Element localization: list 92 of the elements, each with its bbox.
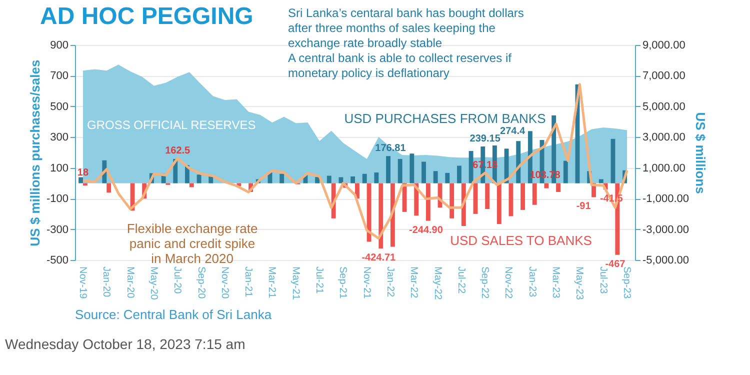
annotation: Flexible exchange rate panic and credit spike in March 2020	[126, 221, 258, 266]
x-tick-label: Mar-21	[266, 266, 278, 299]
bar	[485, 183, 490, 210]
y-tick-label: 500	[50, 100, 68, 113]
bar	[516, 141, 521, 184]
x-tick-label: Jul-22	[455, 266, 466, 294]
bar	[280, 174, 284, 184]
bar	[386, 156, 390, 184]
y2-tick-label: 5,000.00	[642, 100, 686, 113]
y2-tick-label: -5,000.00	[642, 254, 689, 266]
y-tick-label: 700	[50, 70, 68, 82]
series-label: USD PURCHASES FROM BANKS	[344, 111, 546, 126]
y2-tick-label: 7,000.00	[642, 70, 686, 82]
bar	[196, 174, 202, 184]
y-tick-label: 900	[50, 40, 68, 52]
y2-axis-title: US $ millions	[692, 112, 708, 194]
y-tick-label: 300	[50, 132, 68, 144]
data-label: -91	[576, 201, 592, 212]
bar	[457, 166, 462, 184]
bar	[450, 183, 454, 218]
bar	[422, 162, 426, 184]
x-tick-label: May-21	[290, 266, 301, 300]
x-tick-label: Mar-22	[408, 266, 420, 299]
x-tick-label: Jan-23	[526, 266, 538, 298]
data-label: -244.90	[409, 224, 444, 236]
x-tick-label: Sep-21	[337, 266, 348, 300]
bar	[544, 183, 549, 188]
x-tick-label: Jan-21	[242, 266, 254, 298]
bar	[468, 150, 474, 184]
data-label: 162.5	[165, 145, 191, 156]
y-tick-label: -100	[46, 193, 68, 206]
x-tick-label: Jan-20	[100, 266, 112, 298]
bar	[315, 177, 320, 184]
series-label: USD SALES TO BANKS	[450, 233, 592, 248]
x-tick-label: Nov-21	[360, 266, 372, 300]
x-tick-label: Mar-20	[124, 266, 136, 299]
bar	[410, 154, 414, 184]
bar	[398, 158, 402, 184]
bar	[598, 179, 604, 184]
bar	[374, 172, 379, 184]
series-label: GROSS OFFICIAL RESERVES	[87, 118, 256, 132]
source-note: Source: Central Bank of Sri Lanka	[75, 307, 272, 322]
y2-tick-label: -1,000.00	[642, 193, 689, 206]
bar	[338, 177, 344, 184]
x-tick-label: Jul-23	[597, 266, 608, 294]
chart-title: AD HOC PEGGING	[40, 3, 254, 30]
bar	[445, 172, 450, 184]
bar	[496, 183, 502, 224]
annotation: Sri Lanka’s centaral bank has bought dollars after three months of sales keeping the exchange rate broadly stable	[288, 6, 524, 50]
x-tick-label: Jul-20	[172, 266, 183, 294]
bar	[82, 183, 88, 186]
x-tick-label: Sep-20	[195, 266, 206, 300]
y-axis-title: US $ millions purchases/sales	[27, 60, 42, 246]
text: Wednesday October 18, 2023 7:15 am	[5, 336, 246, 352]
x-tick-label: Nov-20	[218, 266, 230, 300]
x-tick-label: Jul-21	[314, 266, 325, 294]
y-tick-label: 100	[50, 162, 68, 174]
data-label: 274.4	[500, 126, 526, 138]
bar	[473, 183, 478, 214]
y2-tick-label: -3,000.00	[642, 224, 689, 236]
bar	[520, 183, 526, 210]
bar	[426, 183, 430, 221]
x-tick-label: Mar-23	[550, 266, 562, 299]
bar	[189, 183, 194, 188]
x-tick-label: Nov-22	[502, 266, 514, 300]
annotation: A central bank is able to collect reserves if monetary policy is deflationary	[288, 51, 512, 80]
bar	[362, 174, 367, 184]
x-tick-label: May-22	[432, 266, 443, 300]
bar	[78, 177, 83, 184]
bar	[366, 183, 372, 242]
bar	[508, 183, 514, 216]
x-tick-label: May-23	[574, 266, 585, 300]
bar	[106, 183, 112, 193]
y-tick-label: -300	[46, 224, 68, 236]
bar	[563, 160, 568, 184]
y2-tick-label: 3,000.00	[642, 132, 686, 144]
data-label: 239.15	[470, 133, 501, 144]
y2-tick-label: 1,000.00	[642, 162, 686, 174]
x-tick-label: Sep-23	[621, 266, 632, 300]
bar	[350, 176, 355, 184]
x-tick-label: May-20	[148, 266, 159, 300]
bar	[326, 176, 332, 184]
data-label: -424.71	[362, 252, 396, 264]
x-tick-label: Jan-22	[384, 266, 396, 298]
bar	[556, 183, 560, 192]
bar	[378, 183, 384, 248]
bar	[532, 183, 537, 205]
x-tick-label: Sep-22	[479, 266, 490, 300]
bar	[433, 171, 438, 184]
y-tick-label: -500	[46, 254, 68, 266]
y2-tick-label: 9,000.00	[642, 40, 686, 52]
x-tick-label: Nov-19	[76, 266, 88, 300]
